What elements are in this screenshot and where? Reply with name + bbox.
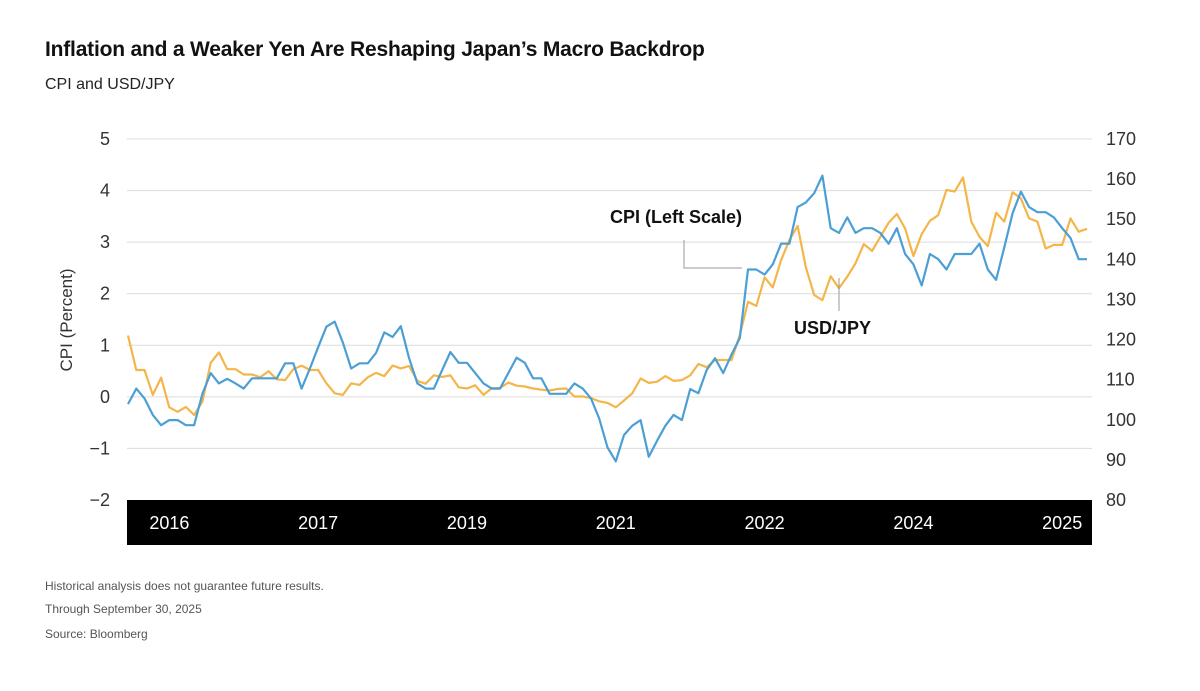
right-tick-label: 130 [1106,289,1136,309]
x-tick-label: 2016 [149,513,189,533]
left-tick-label: 0 [100,387,110,407]
right-tick-label: 140 [1106,249,1136,269]
x-tick-label: 2025 [1042,513,1082,533]
x-axis-band [127,500,1092,545]
x-tick-label: 2017 [298,513,338,533]
right-tick-label: 120 [1106,330,1136,350]
x-tick-label: 2022 [745,513,785,533]
cpi-annotation: CPI (Left Scale) [610,207,742,227]
left-tick-label: −1 [89,438,110,458]
right-tick-label: 80 [1106,490,1126,510]
right-tick-label: 150 [1106,209,1136,229]
cpi-annotation-leader [683,240,742,269]
right-tick-label: 110 [1106,370,1135,390]
footer-disclaimer: Historical analysis does not guarantee f… [45,579,324,593]
x-tick-label: 2024 [893,513,933,533]
usdjpy-annotation: USD/JPY [794,318,871,338]
left-tick-label: −2 [89,490,110,510]
x-tick-label: 2021 [596,513,636,533]
right-tick-label: 160 [1106,169,1136,189]
usdjpy-line [126,176,1088,417]
left-tick-label: 2 [100,284,110,304]
x-tick-label: 2019 [447,513,487,533]
chart-title: Inflation and a Weaker Yen Are Reshaping… [45,38,705,61]
left-tick-label: 1 [100,335,110,355]
right-tick-label: 170 [1106,129,1136,149]
left-tick-label: 4 [100,181,110,201]
footer-source: Source: Bloomberg [45,627,148,641]
left-axis-label: CPI (Percent) [57,269,76,372]
left-tick-label: 5 [100,129,110,149]
left-tick-label: 3 [100,232,110,252]
chart-subtitle: CPI and USD/JPY [45,76,175,93]
cpi-line [127,174,1087,463]
right-tick-label: 100 [1106,410,1136,430]
footer-date: Through September 30, 2025 [45,602,202,616]
right-tick-label: 90 [1106,450,1126,470]
